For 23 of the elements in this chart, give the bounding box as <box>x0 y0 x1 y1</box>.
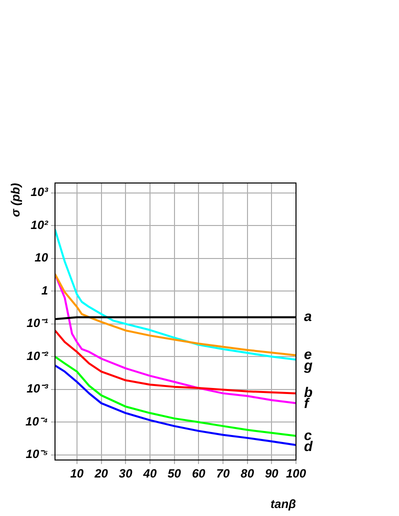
x-tick-label: 90 <box>264 466 279 481</box>
y-tick-label: 10 <box>34 250 48 265</box>
y-tick-label: 10³ <box>30 185 50 200</box>
y-tick-label: 10⁻² <box>26 348 50 363</box>
x-tick-label: 60 <box>192 466 206 481</box>
x-tick-label: 80 <box>240 466 254 481</box>
x-tick-label: 10 <box>70 466 84 481</box>
series-label: a <box>304 308 312 324</box>
y-tick-label: 10⁻⁴ <box>26 414 48 428</box>
y-tick-label: 10⁻⁵ <box>26 447 48 462</box>
x-tick-label: 20 <box>94 466 108 481</box>
x-tick-label: 70 <box>216 466 230 481</box>
x-axis-title: tanβ <box>270 497 297 512</box>
y-axis-title: σ (pb) <box>8 183 23 217</box>
y-tick-label: 10⁻¹ <box>26 316 48 330</box>
y-tick-label: 10² <box>30 218 50 232</box>
x-tick-label: 30 <box>118 466 133 481</box>
y-tick-label: 1 <box>41 283 48 298</box>
x-tick-label: 100 <box>286 466 306 481</box>
x-tick-label: 40 <box>142 466 157 481</box>
series-label: e <box>304 346 312 362</box>
y-tick-label: 10⁻³ <box>26 382 50 396</box>
x-tick-label: 50 <box>168 466 182 481</box>
